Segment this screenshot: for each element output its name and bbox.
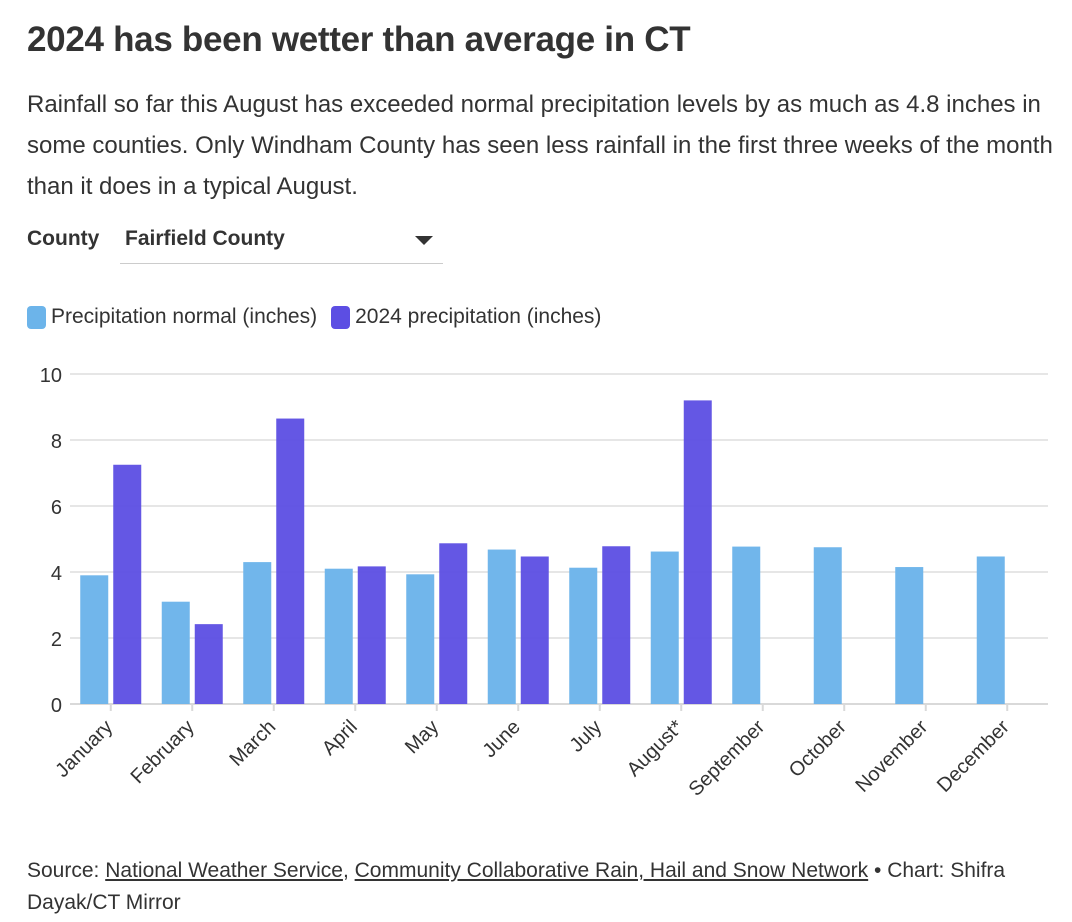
bar bbox=[324, 568, 353, 704]
x-tick-label: September bbox=[685, 716, 770, 801]
source-link-cocorahs[interactable]: Community Collaborative Rain, Hail and S… bbox=[354, 859, 869, 882]
legend-label-normal: Precipitation normal (inches) bbox=[51, 305, 318, 328]
bar bbox=[243, 562, 272, 704]
x-tick-label: February bbox=[127, 716, 199, 788]
bar bbox=[732, 546, 761, 704]
bar-chart: 0 2 4 6 8 10 January February March April May June J… bbox=[40, 365, 1048, 801]
bar bbox=[406, 574, 435, 704]
y-tick-label: 4 bbox=[51, 563, 62, 585]
x-tick-label: May bbox=[401, 716, 443, 758]
chart-subtitle: Rainfall so far this August has exceeded… bbox=[27, 91, 1053, 200]
bar bbox=[276, 418, 305, 704]
bar bbox=[683, 400, 712, 704]
chart-footer: Source: National Weather Service, Commun… bbox=[27, 855, 1057, 919]
x-tick-label: August* bbox=[623, 716, 688, 781]
legend-item-2024: 2024 precipitation (inches) bbox=[331, 305, 601, 329]
y-tick-label: 8 bbox=[51, 431, 62, 453]
bar bbox=[113, 464, 142, 704]
legend-swatch-normal bbox=[27, 305, 46, 329]
chart-credit: • Chart: Shifra Dayak/CT Mirror bbox=[27, 859, 1006, 914]
bar bbox=[569, 567, 598, 704]
legend-swatch-2024 bbox=[331, 305, 351, 329]
legend: Precipitation normal (inches) 2024 preci… bbox=[27, 305, 615, 329]
x-tick-label: March bbox=[225, 716, 280, 771]
bar bbox=[487, 549, 516, 704]
y-tick-label: 10 bbox=[40, 365, 62, 387]
bar bbox=[520, 556, 549, 704]
chart-title: 2024 has been wetter than average in CT bbox=[27, 20, 691, 59]
bar bbox=[439, 543, 468, 704]
source-link-nws[interactable]: National Weather Service bbox=[105, 859, 343, 882]
bar bbox=[602, 546, 631, 704]
x-tick-label: October bbox=[785, 716, 851, 782]
x-tick-label: June bbox=[479, 716, 525, 762]
source-prefix: Source: bbox=[27, 859, 106, 882]
bar bbox=[357, 566, 386, 704]
x-tick-label: January bbox=[51, 716, 117, 782]
x-tick-label: July bbox=[566, 716, 607, 757]
legend-item-normal: Precipitation normal (inches) bbox=[27, 305, 317, 329]
bar bbox=[650, 551, 679, 704]
chevron-down-icon bbox=[415, 236, 433, 245]
bar bbox=[976, 556, 1005, 704]
y-tick-label: 2 bbox=[51, 629, 62, 651]
y-tick-label: 6 bbox=[51, 497, 62, 519]
source-separator: , bbox=[342, 859, 355, 882]
y-tick-label: 0 bbox=[51, 695, 62, 717]
x-tick-label: November bbox=[851, 716, 932, 797]
bar bbox=[194, 624, 223, 704]
bar bbox=[813, 547, 842, 704]
bar bbox=[161, 601, 190, 704]
county-select-value: Fairfield County bbox=[125, 227, 285, 250]
x-tick-label: April bbox=[318, 716, 362, 760]
x-tick-label: December bbox=[933, 716, 1014, 797]
bar bbox=[80, 575, 109, 704]
county-select[interactable]: Fairfield County bbox=[120, 218, 443, 264]
legend-label-2024: 2024 precipitation (inches) bbox=[355, 305, 602, 328]
county-label: County bbox=[27, 227, 100, 250]
bar bbox=[895, 567, 924, 704]
